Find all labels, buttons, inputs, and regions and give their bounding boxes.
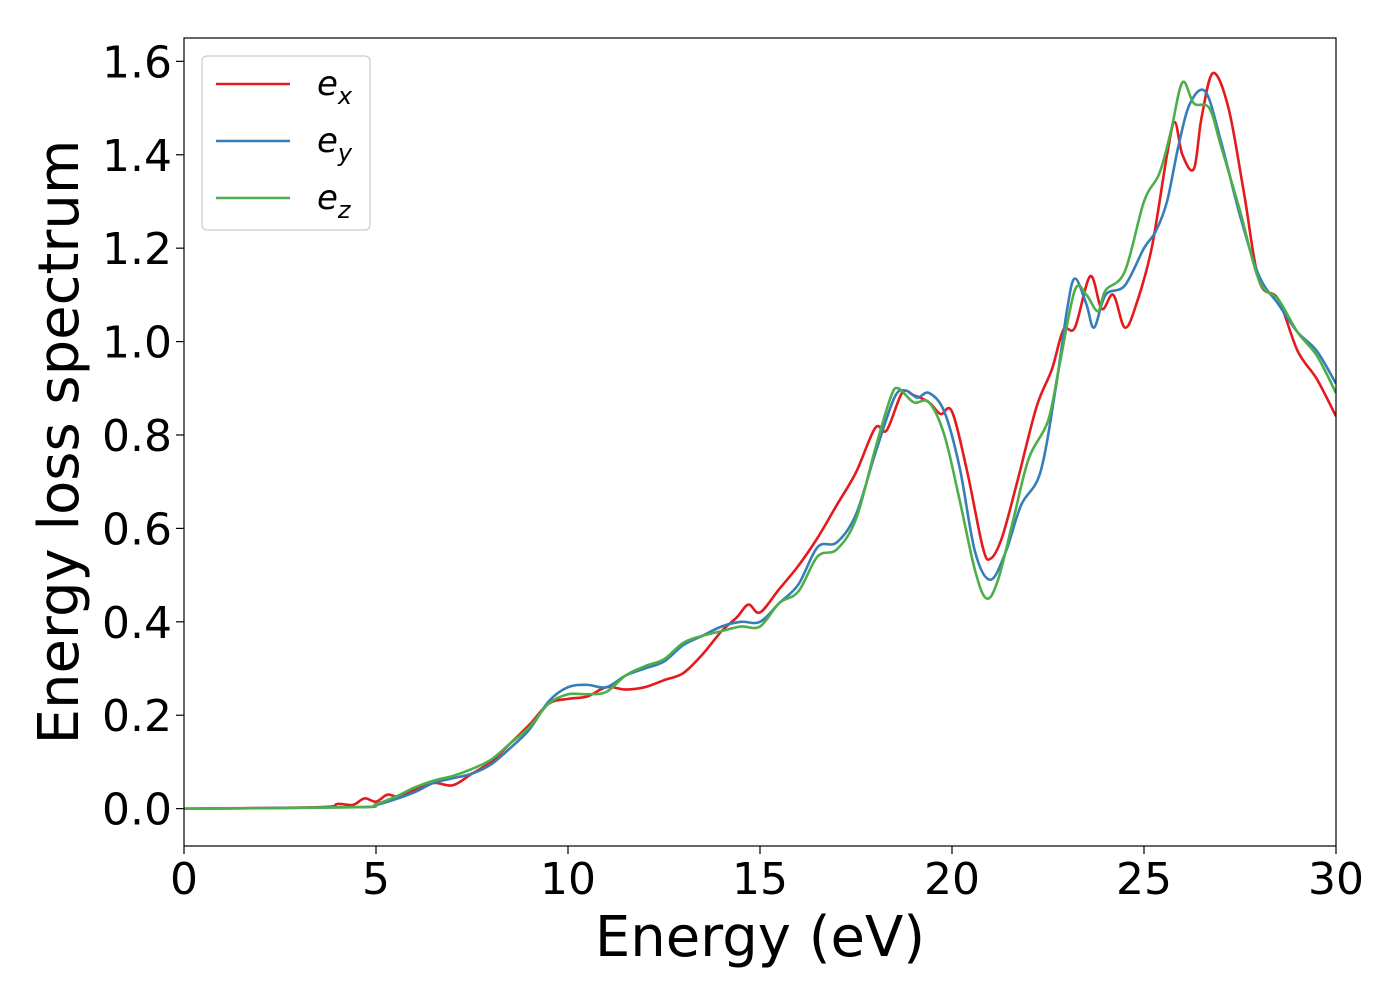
y-axis-title: Energy loss spectrum: [27, 140, 92, 745]
legend-entry: ex: [317, 64, 353, 110]
x-tick-label: 25: [1116, 854, 1172, 905]
x-tick-label: 10: [540, 854, 596, 905]
legend-box: [201, 55, 371, 231]
x-tick-label: 30: [1308, 854, 1364, 905]
y-tick-label: 1.2: [102, 224, 172, 275]
legend: ex ey ez: [201, 55, 371, 231]
x-tick-label: 20: [924, 854, 980, 905]
x-tick-label: 5: [362, 854, 390, 905]
x-axis: 0 5 10 15 20 25 30: [170, 846, 1364, 905]
y-tick-label: 0.6: [102, 504, 172, 555]
y-tick-label: 1.6: [102, 37, 172, 88]
y-tick-label: 0.2: [102, 691, 172, 742]
y-tick-label: 0.0: [102, 785, 172, 836]
legend-entry: ey: [317, 121, 353, 167]
y-tick-label: 1.0: [102, 318, 172, 369]
y-tick-label: 0.8: [102, 411, 172, 462]
x-axis-title: Energy (eV): [595, 905, 925, 970]
y-axis: 0.0 0.2 0.4 0.6 0.8 1.0 1.2 1.4 1.6: [102, 37, 184, 836]
series-lines: [184, 71, 1336, 810]
legend-entry: ez: [317, 178, 352, 224]
x-tick-label: 0: [170, 854, 198, 905]
y-tick-label: 0.4: [102, 598, 172, 649]
y-tick-label: 1.4: [102, 131, 172, 182]
x-tick-label: 15: [732, 854, 788, 905]
series-line-ez: [184, 80, 1336, 810]
